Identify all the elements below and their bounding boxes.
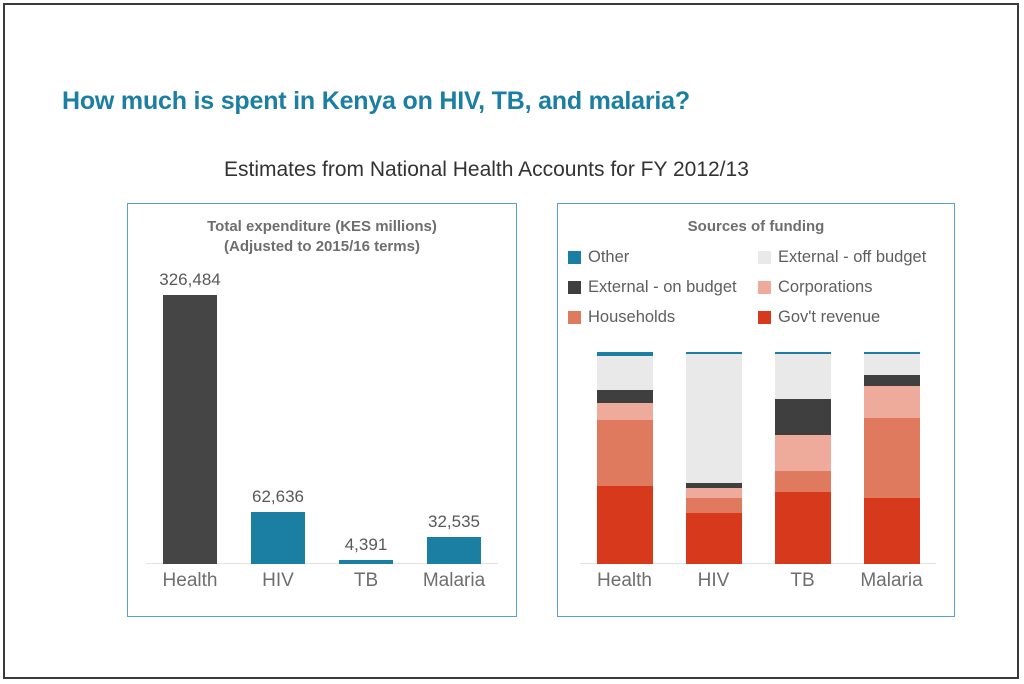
stack-segment-other[interactable]	[863, 352, 920, 355]
left-chart-title-line1: Total expenditure (KES millions)	[207, 218, 437, 235]
bar-chart-baseline	[146, 563, 498, 564]
legend-item-corporations[interactable]: Corporations	[758, 278, 872, 297]
legend-item-households[interactable]: Households	[568, 308, 675, 327]
bar-value-label-tb: 4,391	[344, 535, 388, 555]
legend-label: External - on budget	[588, 278, 737, 296]
legend-item-external-off-budget[interactable]: External - off budget	[758, 248, 926, 267]
legend-swatch-icon	[568, 311, 581, 324]
funding-legend: Other External - off budget External - on …	[568, 248, 946, 336]
bar-tb[interactable]	[339, 560, 393, 564]
bar-column-hiv: 62,636	[234, 276, 322, 564]
stack-segment-gov-t-revenue[interactable]	[596, 485, 653, 564]
stack-segment-other[interactable]	[774, 352, 831, 355]
x-tick-tb: TB	[353, 570, 379, 591]
bar-health[interactable]	[163, 295, 217, 564]
stack-segment-other[interactable]	[596, 352, 653, 357]
legend-swatch-icon	[568, 251, 581, 264]
stacked-bar-plot-area	[580, 352, 936, 564]
stack-segment-households[interactable]	[774, 470, 831, 492]
legend-label: Households	[588, 308, 676, 326]
x-tick-malaria: Malaria	[422, 570, 486, 591]
stacked-x-tick-tb: TB	[790, 570, 815, 591]
stack-segment-external-on-budget[interactable]	[685, 483, 742, 488]
stack-segment-corporations[interactable]	[685, 487, 742, 499]
stack-segment-other[interactable]	[685, 352, 742, 355]
sources-of-funding-chart-panel: Sources of funding Other External - off b…	[557, 203, 955, 617]
bar-chart-x-axis: Health HIV TB Malaria	[146, 566, 498, 600]
legend-label: External - off budget	[778, 248, 927, 266]
stacked-x-tick-malaria: Malaria	[860, 570, 923, 591]
stack-segment-corporations[interactable]	[596, 402, 653, 420]
bar-column-health: 326,484	[146, 270, 234, 564]
x-tick-hiv: HIV	[262, 570, 294, 591]
stacked-bar-health[interactable]	[596, 352, 653, 564]
stack-segment-households[interactable]	[685, 498, 742, 514]
legend-item-gov-t-revenue[interactable]: Gov't revenue	[758, 308, 880, 327]
stack-segment-external-on-budget[interactable]	[774, 398, 831, 435]
total-expenditure-chart-panel: Total expenditure (KES millions) (Adjust…	[127, 203, 517, 617]
left-chart-title-line2: (Adjusted to 2015/16 terms)	[224, 238, 420, 255]
stack-segment-corporations[interactable]	[774, 434, 831, 471]
stack-segment-corporations[interactable]	[863, 385, 920, 418]
page-title: How much is spent in Kenya on HIV, TB, a…	[62, 87, 690, 115]
stack-segment-external-off-budget[interactable]	[596, 356, 653, 391]
bar-malaria[interactable]	[427, 537, 481, 564]
stack-segment-households[interactable]	[863, 417, 920, 499]
legend-label: Gov't revenue	[778, 308, 881, 326]
left-chart-title: Total expenditure (KES millions) (Adjust…	[128, 217, 516, 257]
stacked-chart-baseline	[580, 563, 936, 564]
stacked-chart-x-axis: Health HIV TB Malaria	[580, 566, 936, 600]
page-subtitle: Estimates from National Health Accounts …	[224, 158, 749, 181]
stack-segment-external-off-budget[interactable]	[774, 354, 831, 399]
stacked-column-hiv	[669, 352, 758, 564]
legend-item-other[interactable]: Other	[568, 248, 629, 267]
stack-segment-gov-t-revenue[interactable]	[774, 491, 831, 564]
stacked-x-tick-hiv: HIV	[697, 570, 730, 591]
stacked-column-health	[580, 352, 669, 564]
stacked-bar-hiv[interactable]	[685, 352, 742, 564]
stack-segment-external-off-budget[interactable]	[863, 354, 920, 376]
stack-segment-households[interactable]	[596, 419, 653, 486]
bar-value-label-health: 326,484	[159, 270, 221, 290]
stacked-bar-malaria[interactable]	[863, 352, 920, 564]
bar-column-tb: 4,391	[322, 276, 410, 564]
bar-hiv[interactable]	[251, 512, 305, 564]
stack-segment-gov-t-revenue[interactable]	[863, 498, 920, 564]
legend-item-external-on-budget[interactable]: External - on budget	[568, 278, 737, 297]
bar-value-label-malaria: 32,535	[428, 512, 480, 532]
legend-swatch-icon	[758, 311, 771, 324]
right-chart-title: Sources of funding	[687, 218, 825, 235]
stack-segment-external-on-budget[interactable]	[863, 375, 920, 386]
legend-swatch-icon	[758, 251, 771, 264]
stacked-column-tb	[758, 352, 847, 564]
stacked-x-tick-health: Health	[597, 570, 652, 591]
slide-canvas: How much is spent in Kenya on HIV, TB, a…	[3, 3, 1019, 679]
stack-segment-external-off-budget[interactable]	[685, 354, 742, 484]
legend-label: Other	[588, 248, 630, 266]
bar-column-malaria: 32,535	[410, 276, 498, 564]
legend-swatch-icon	[568, 281, 581, 294]
stacked-bar-tb[interactable]	[774, 352, 831, 564]
stacked-column-malaria	[847, 352, 936, 564]
stack-segment-external-on-budget[interactable]	[596, 390, 653, 403]
x-tick-health: Health	[162, 570, 218, 591]
bar-chart-plot-area: 326,484 62,636 4,391 32,535	[146, 270, 498, 564]
legend-swatch-icon	[758, 281, 771, 294]
stack-segment-gov-t-revenue[interactable]	[685, 513, 742, 564]
legend-label: Corporations	[778, 278, 873, 296]
bar-value-label-hiv: 62,636	[252, 487, 304, 507]
